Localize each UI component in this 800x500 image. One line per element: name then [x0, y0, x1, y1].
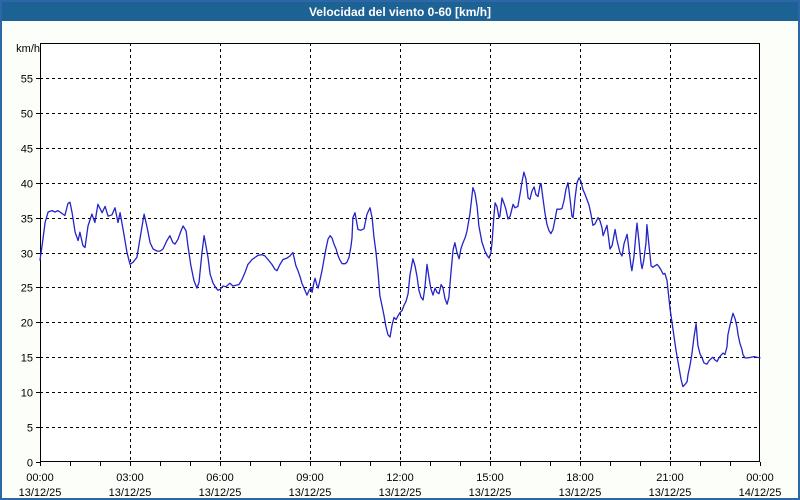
- y-tick-label: 10: [21, 388, 33, 400]
- x-tick-time-label: 15:00: [476, 472, 504, 484]
- y-tick-label: 30: [21, 249, 33, 261]
- x-tick-time-label: 06:00: [206, 472, 234, 484]
- x-tick-time-label: 00:00: [26, 472, 54, 484]
- y-tick-label: 45: [21, 144, 33, 156]
- wind-speed-line: [39, 171, 761, 388]
- x-tick-date-label: 13/12/25: [19, 487, 62, 498]
- y-tick-label: 15: [21, 353, 33, 365]
- y-tick-label: 20: [21, 318, 33, 330]
- y-tick-label: 40: [21, 179, 33, 191]
- x-tick-date-label: 13/12/25: [289, 487, 332, 498]
- x-tick-time-label: 09:00: [296, 472, 324, 484]
- y-tick-label: 35: [21, 214, 33, 226]
- x-tick-date-label: 13/12/25: [469, 487, 512, 498]
- window-titlebar: Velocidad del viento 0-60 [km/h]: [2, 2, 798, 21]
- x-tick-date-label: 13/12/25: [199, 487, 242, 498]
- chart-canvas: 0 5 10 15 20 25 30 35 40 45 50 55 00:00 13/12/25 03:00…: [16, 43, 782, 498]
- x-tick-date-label: 13/12/25: [559, 487, 602, 498]
- x-tick-date-label: 14/12/25: [739, 487, 782, 498]
- x-tick-date-label: 13/12/25: [109, 487, 152, 498]
- x-tick-time-label: 12:00: [386, 472, 414, 484]
- y-axis-unit-label: km/h: [16, 43, 40, 55]
- x-tick-time-label: 18:00: [566, 472, 594, 484]
- x-tick-date-label: 13/12/25: [379, 487, 422, 498]
- x-tick-time-label: 00:00: [746, 472, 774, 484]
- wind-speed-chart: 0 5 10 15 20 25 30 35 40 45 50 55 00:00 13/12/25 03:00…: [2, 21, 798, 498]
- x-tick-time-label: 03:00: [116, 472, 144, 484]
- x-tick-time-label: 21:00: [656, 472, 684, 484]
- chart-title: Velocidad del viento 0-60 [km/h]: [308, 4, 492, 19]
- y-tick-label: 55: [21, 74, 33, 86]
- y-tick-label: 50: [21, 109, 33, 121]
- x-tick-date-label: 13/12/25: [649, 487, 692, 498]
- y-tick-label: 25: [21, 283, 33, 295]
- y-tick-label: 5: [27, 423, 33, 435]
- y-tick-label: 0: [27, 458, 33, 470]
